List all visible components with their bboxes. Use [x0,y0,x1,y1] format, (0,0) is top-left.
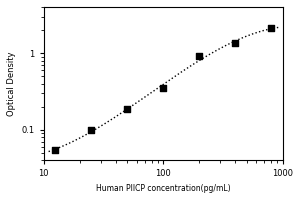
Point [161,87,166,90]
Point [125,108,130,111]
Point [53,148,58,151]
Y-axis label: Optical Density: Optical Density [7,51,16,116]
Point [197,54,202,58]
Point [268,27,273,30]
X-axis label: Human PIICP concentration(pg/mL): Human PIICP concentration(pg/mL) [96,184,230,193]
Point [232,42,237,45]
Point [89,128,94,132]
